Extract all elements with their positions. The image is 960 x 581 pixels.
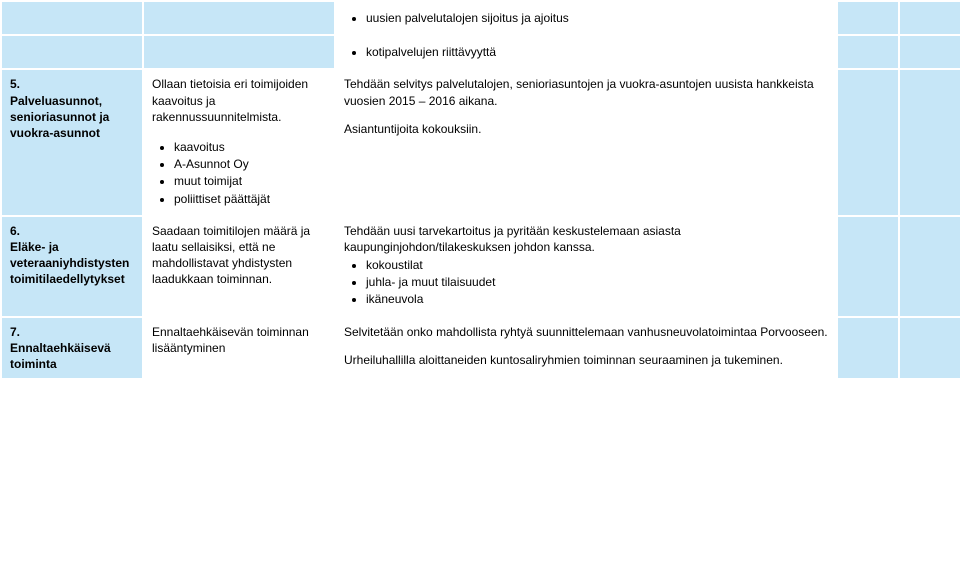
cell-col4	[838, 2, 898, 34]
cell-col2	[144, 36, 334, 68]
bullet-item: ikäneuvola	[366, 291, 828, 307]
cell-col1	[2, 2, 142, 34]
bullet-item: kaavoitus	[174, 139, 326, 155]
bullet-item: kokoustilat	[366, 257, 828, 273]
bullet-item: juhla- ja muut tilaisuudet	[366, 274, 828, 290]
cell-col5	[900, 2, 960, 34]
table-row: 6. Eläke- ja veteraaniyhdistysten toimit…	[2, 217, 960, 316]
cell-col4	[838, 217, 898, 316]
bullet-item: uusien palvelutalojen sijoitus ja ajoitu…	[366, 10, 828, 26]
paragraph: Tehdään selvitys palvelutalojen, seniori…	[344, 76, 828, 108]
cell-col5	[900, 217, 960, 316]
bullet-item: A-Asunnot Oy	[174, 156, 326, 172]
cell-col3: uusien palvelutalojen sijoitus ja ajoitu…	[336, 2, 836, 34]
bullet-list: kotipalvelujen riittävyyttä	[344, 44, 828, 60]
bullet-list: uusien palvelutalojen sijoitus ja ajoitu…	[344, 10, 828, 26]
cell-col2	[144, 2, 334, 34]
section-number: 6.	[10, 224, 20, 238]
bullet-list: kaavoitus A-Asunnot Oy muut toimijat pol…	[152, 139, 326, 207]
section-title: Eläke- ja veteraaniyhdistysten toimitila…	[10, 240, 129, 286]
cell-col1: 6. Eläke- ja veteraaniyhdistysten toimit…	[2, 217, 142, 316]
cell-col5	[900, 70, 960, 214]
paragraph: Urheiluhallilla aloittaneiden kuntosalir…	[344, 352, 828, 368]
section-number: 5.	[10, 77, 20, 91]
cell-col2: Ollaan tietoisia eri toimijoiden kaavoit…	[144, 70, 334, 214]
section-number: 7.	[10, 325, 20, 339]
cell-col4	[838, 318, 898, 379]
table-row: 5. Palveluasunnot, senioriasunnot ja vuo…	[2, 70, 960, 214]
cell-col5	[900, 318, 960, 379]
paragraph: Selvitetään onko mahdollista ryhtyä suun…	[344, 324, 828, 340]
cell-col2: Ennaltaehkäisevän toiminnan lisääntymine…	[144, 318, 334, 379]
table-row: uusien palvelutalojen sijoitus ja ajoitu…	[2, 2, 960, 34]
paragraph: Tehdään uusi tarvekartoitus ja pyritään …	[344, 223, 828, 255]
cell-col1: 7. Ennaltaehkäisevä toiminta	[2, 318, 142, 379]
cell-col2: Saadaan toimitilojen määrä ja laatu sell…	[144, 217, 334, 316]
bullet-list: kokoustilat juhla- ja muut tilaisuudet i…	[344, 257, 828, 308]
bullet-item: kotipalvelujen riittävyyttä	[366, 44, 828, 60]
section-title: Palveluasunnot, senioriasunnot ja vuokra…	[10, 94, 109, 140]
bullet-item: muut toimijat	[174, 173, 326, 189]
paragraph: Ennaltaehkäisevän toiminnan lisääntymine…	[152, 324, 326, 356]
paragraph: Saadaan toimitilojen määrä ja laatu sell…	[152, 223, 326, 288]
table-row: kotipalvelujen riittävyyttä	[2, 36, 960, 68]
section-title: Ennaltaehkäisevä toiminta	[10, 341, 111, 371]
document-table: uusien palvelutalojen sijoitus ja ajoitu…	[0, 0, 960, 380]
cell-col5	[900, 36, 960, 68]
cell-col3: Selvitetään onko mahdollista ryhtyä suun…	[336, 318, 836, 379]
cell-col3: Tehdään uusi tarvekartoitus ja pyritään …	[336, 217, 836, 316]
cell-col3: kotipalvelujen riittävyyttä	[336, 36, 836, 68]
cell-col1	[2, 36, 142, 68]
cell-col3: Tehdään selvitys palvelutalojen, seniori…	[336, 70, 836, 214]
bullet-item: poliittiset päättäjät	[174, 191, 326, 207]
paragraph: Asiantuntijoita kokouksiin.	[344, 121, 828, 137]
table-row: 7. Ennaltaehkäisevä toiminta Ennaltaehkä…	[2, 318, 960, 379]
cell-col1: 5. Palveluasunnot, senioriasunnot ja vuo…	[2, 70, 142, 214]
cell-col4	[838, 70, 898, 214]
paragraph: Ollaan tietoisia eri toimijoiden kaavoit…	[152, 76, 326, 125]
cell-col4	[838, 36, 898, 68]
